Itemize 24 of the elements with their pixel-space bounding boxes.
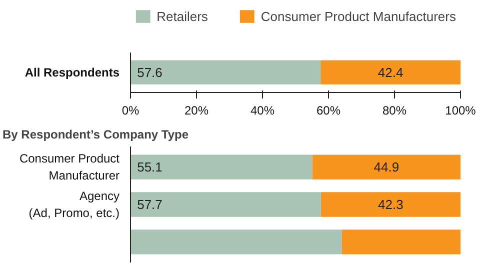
- x-tick-label: 60%: [316, 104, 341, 118]
- y-tick-label: All Respondents: [24, 65, 120, 80]
- x-tick-label: 80%: [382, 104, 407, 118]
- legend-label: Retailers: [156, 8, 208, 24]
- data-label: 57.6: [137, 64, 162, 80]
- bar: [130, 154, 312, 180]
- y-tick-label: Agency (Ad, Promo, etc.): [28, 189, 120, 220]
- data-label: 44.9: [374, 160, 400, 175]
- data-label: 57.7: [137, 197, 162, 212]
- chart-title: By Respondent’s Company Type: [2, 128, 189, 142]
- bar: [320, 192, 460, 217]
- data-label: 42.4: [378, 64, 404, 80]
- x-tick-label: 0%: [122, 104, 140, 118]
- data-label: 55.1: [137, 160, 162, 175]
- bar: [312, 154, 460, 180]
- x-tick-label: 100%: [445, 104, 476, 118]
- x-tick-label: 20%: [184, 104, 209, 118]
- legend-label: Consumer Product Manufacturers: [260, 8, 456, 24]
- bar: [342, 230, 460, 254]
- y-tick-label: Consumer Product Manufacturer: [19, 152, 120, 182]
- bar: [130, 230, 342, 254]
- x-tick-label: 40%: [250, 104, 275, 118]
- data-label: 42.3: [378, 197, 404, 212]
- bar: [130, 192, 321, 217]
